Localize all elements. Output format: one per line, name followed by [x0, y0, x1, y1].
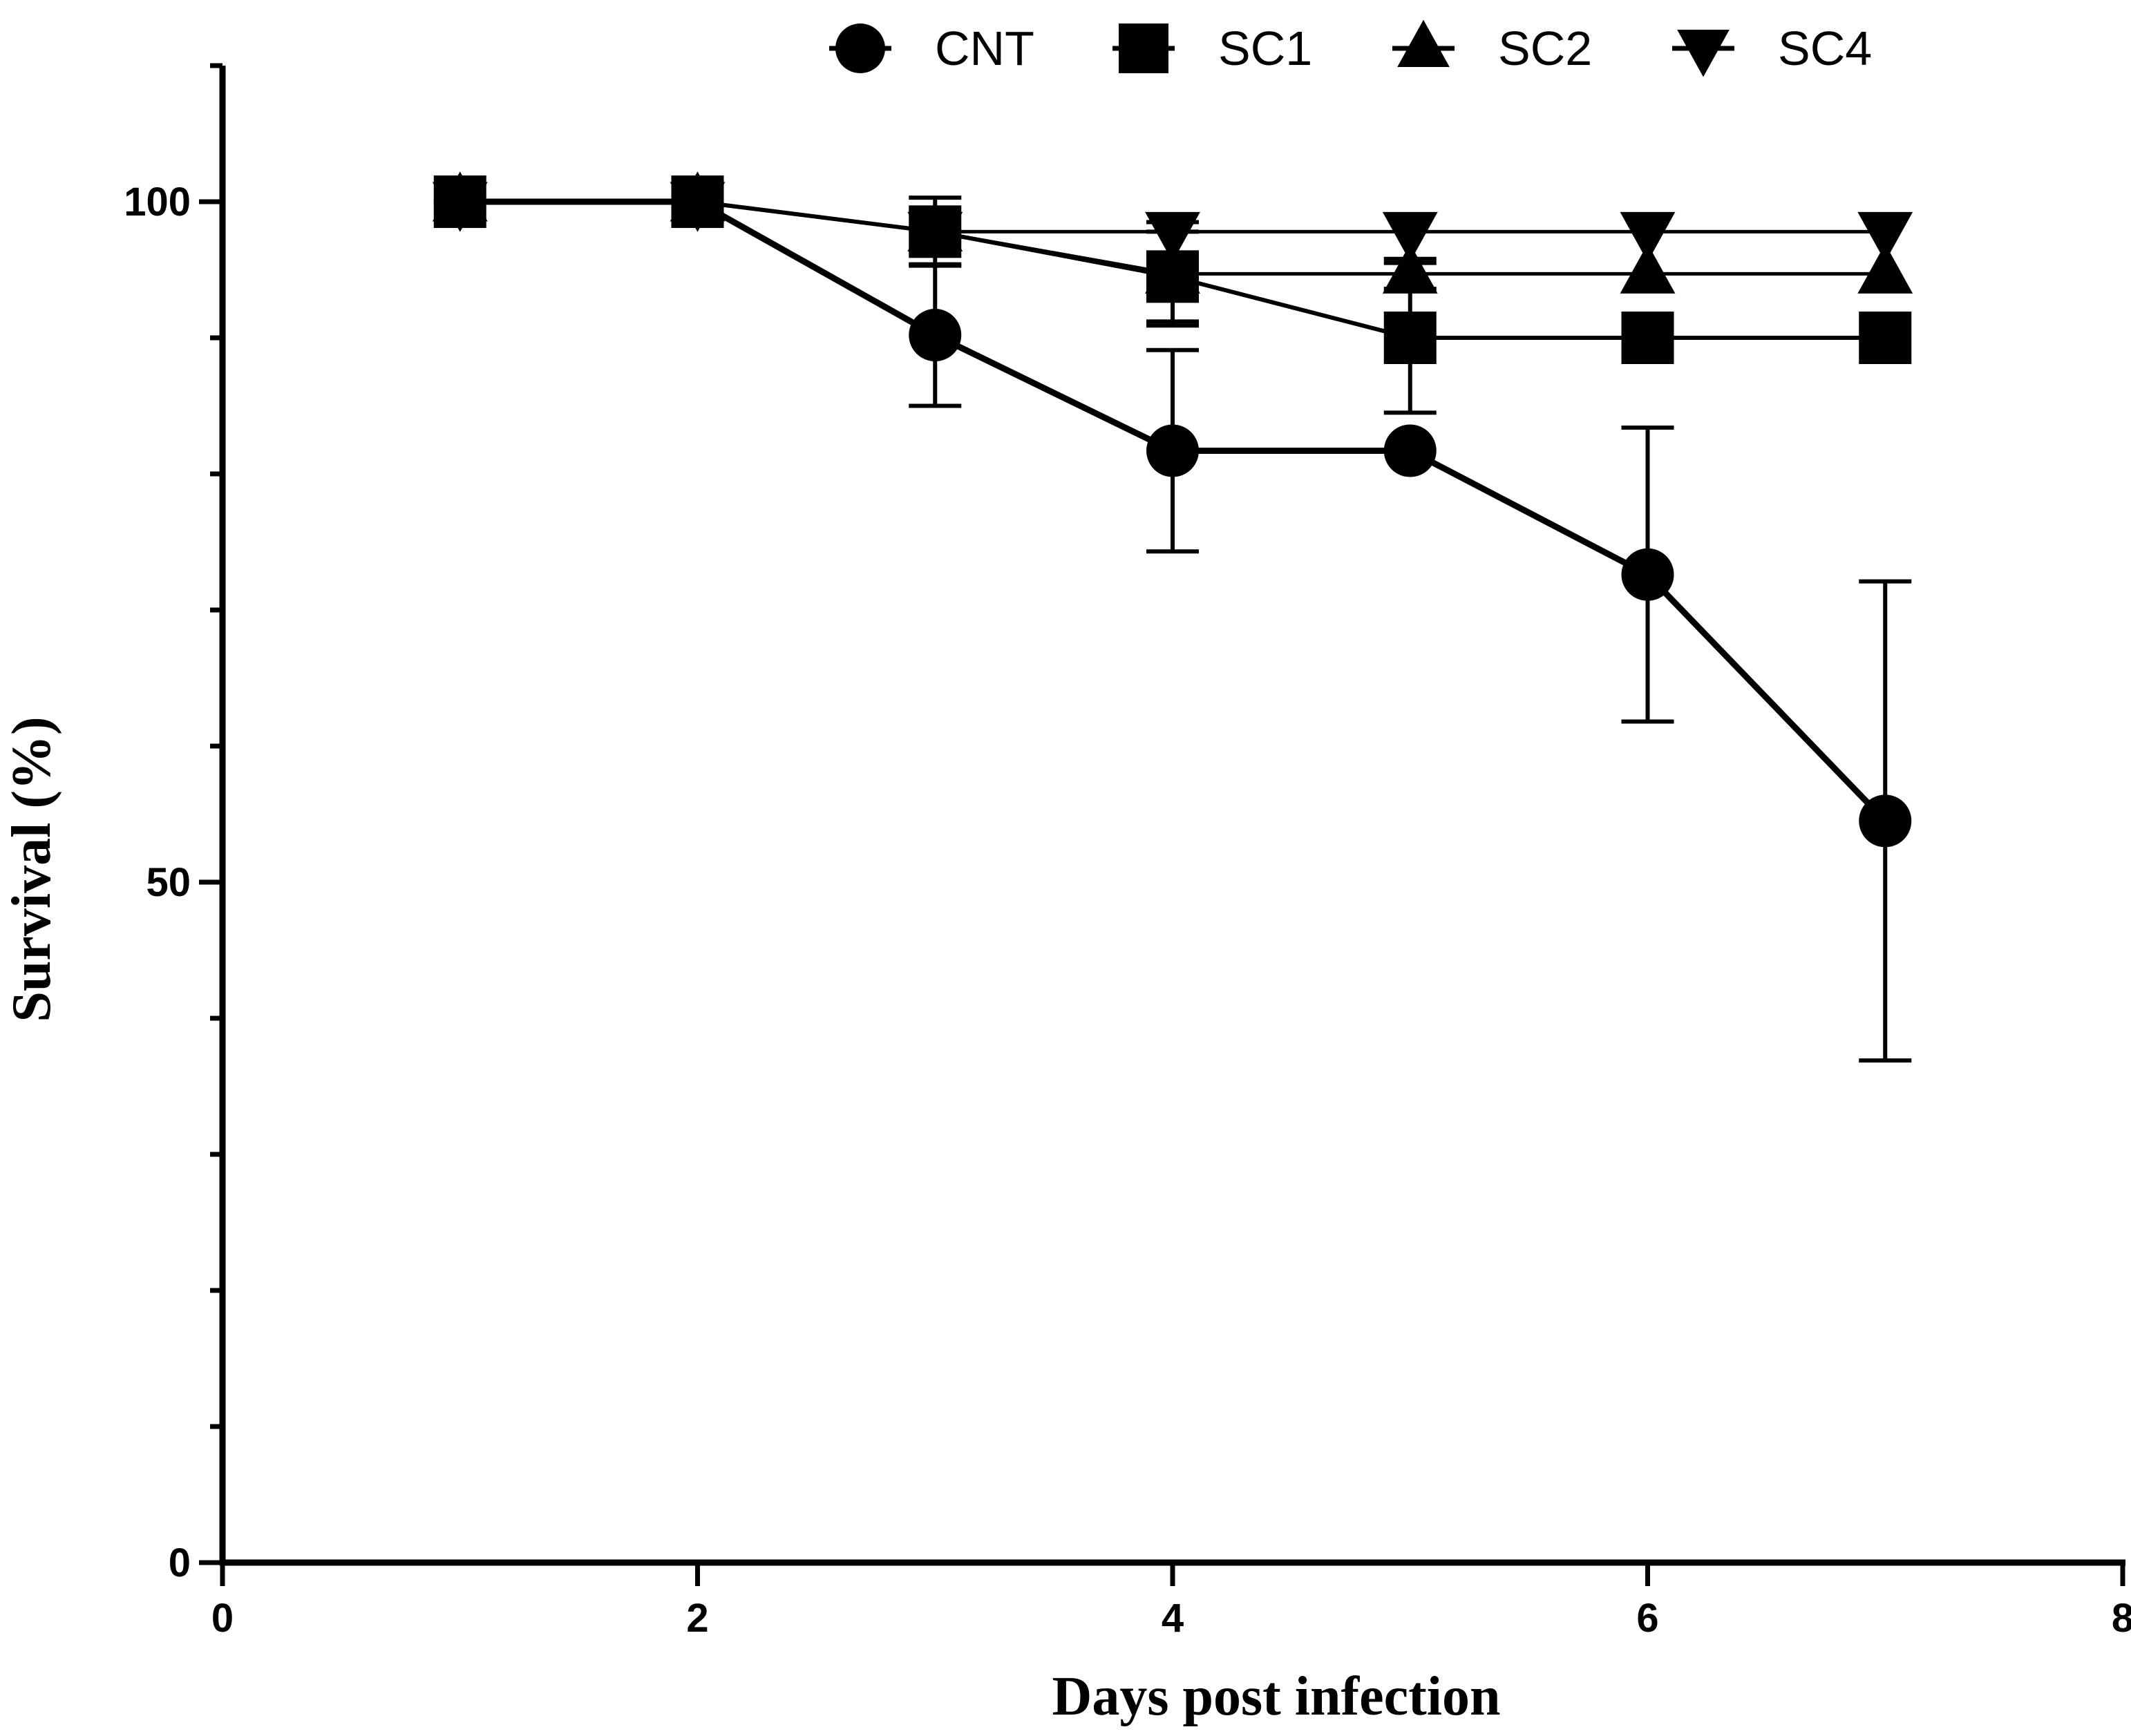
sc1-point [909, 205, 962, 258]
series-cnt [433, 175, 1912, 1063]
cnt-point [1146, 424, 1199, 477]
sc4-point [1857, 211, 1913, 263]
legend-item-sc2: SC2 [1392, 19, 1592, 75]
cnt-point [1859, 794, 1912, 848]
x-tick-label: 6 [1636, 1596, 1658, 1641]
cnt-point [671, 175, 724, 228]
y-axis-title: Survival (%) [1, 716, 62, 1022]
legend-item-sc4: SC4 [1672, 21, 1872, 77]
legend-marker-sc1 [1119, 23, 1168, 73]
cnt-point [1621, 548, 1674, 601]
legend-item-cnt: CNT [829, 21, 1034, 75]
sc1-point [1146, 250, 1199, 303]
legend-label: CNT [935, 21, 1034, 75]
cnt-point [909, 309, 962, 362]
x-axis-title: Days post infection [1052, 1666, 1501, 1727]
legend-label: SC4 [1778, 21, 1872, 75]
series-layer [432, 171, 1913, 1063]
legend-marker-cnt [835, 23, 885, 73]
sc1-point [1383, 312, 1437, 364]
legend-marker-sc2 [1397, 19, 1450, 68]
sc2-point [1857, 243, 1913, 294]
y-tick-label: 0 [169, 1541, 191, 1585]
x-tick-label: 0 [211, 1596, 234, 1641]
y-tick-label: 100 [124, 180, 191, 225]
sc1-point [1859, 312, 1912, 364]
x-tick-label: 2 [686, 1596, 708, 1641]
legend-item-sc1: SC1 [1112, 21, 1312, 75]
legend: CNT SC1 SC2 SC4 [829, 19, 1872, 77]
legend-label: SC1 [1218, 21, 1312, 75]
legend-marker-sc4 [1677, 30, 1730, 77]
legend-label: SC2 [1498, 21, 1592, 75]
x-tick-label: 8 [2112, 1596, 2131, 1641]
sc1-point [1621, 312, 1674, 364]
sc4-point [1382, 211, 1438, 263]
sc4-point [1620, 211, 1676, 263]
y-tick-label: 50 [146, 860, 191, 905]
axes: 0 50 100 0 2 4 6 8 [124, 63, 2131, 1641]
x-tick-label: 4 [1162, 1596, 1184, 1641]
sc2-point [1620, 243, 1676, 294]
cnt-point [433, 175, 486, 228]
cnt-point [1383, 424, 1437, 477]
